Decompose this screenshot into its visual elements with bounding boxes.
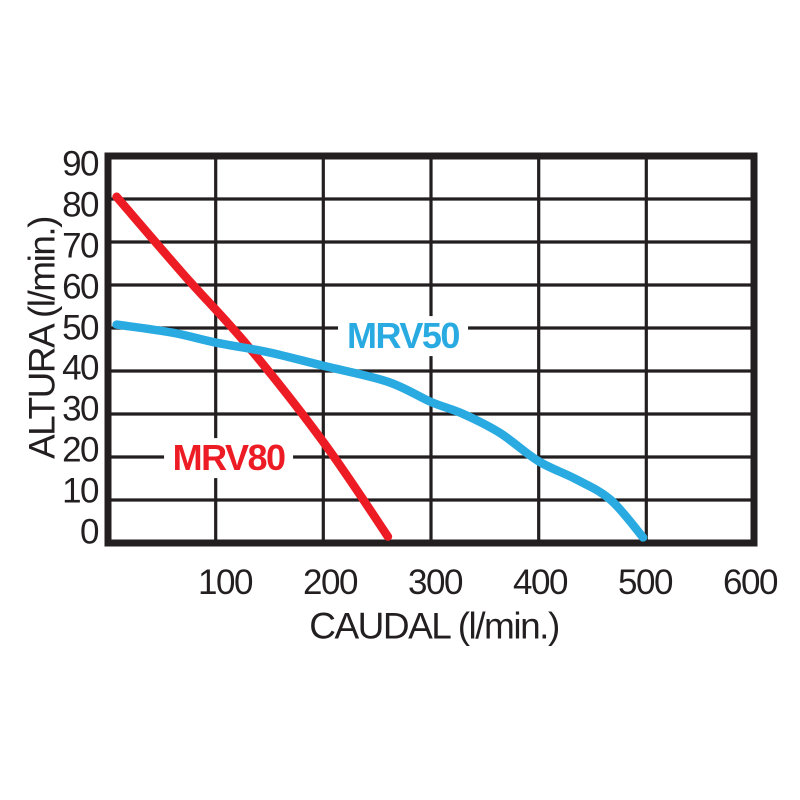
plot-border (104, 152, 758, 547)
series-label-mrv80: MRV80 (163, 437, 294, 478)
series-label-mrv50: MRV50 (338, 316, 468, 357)
